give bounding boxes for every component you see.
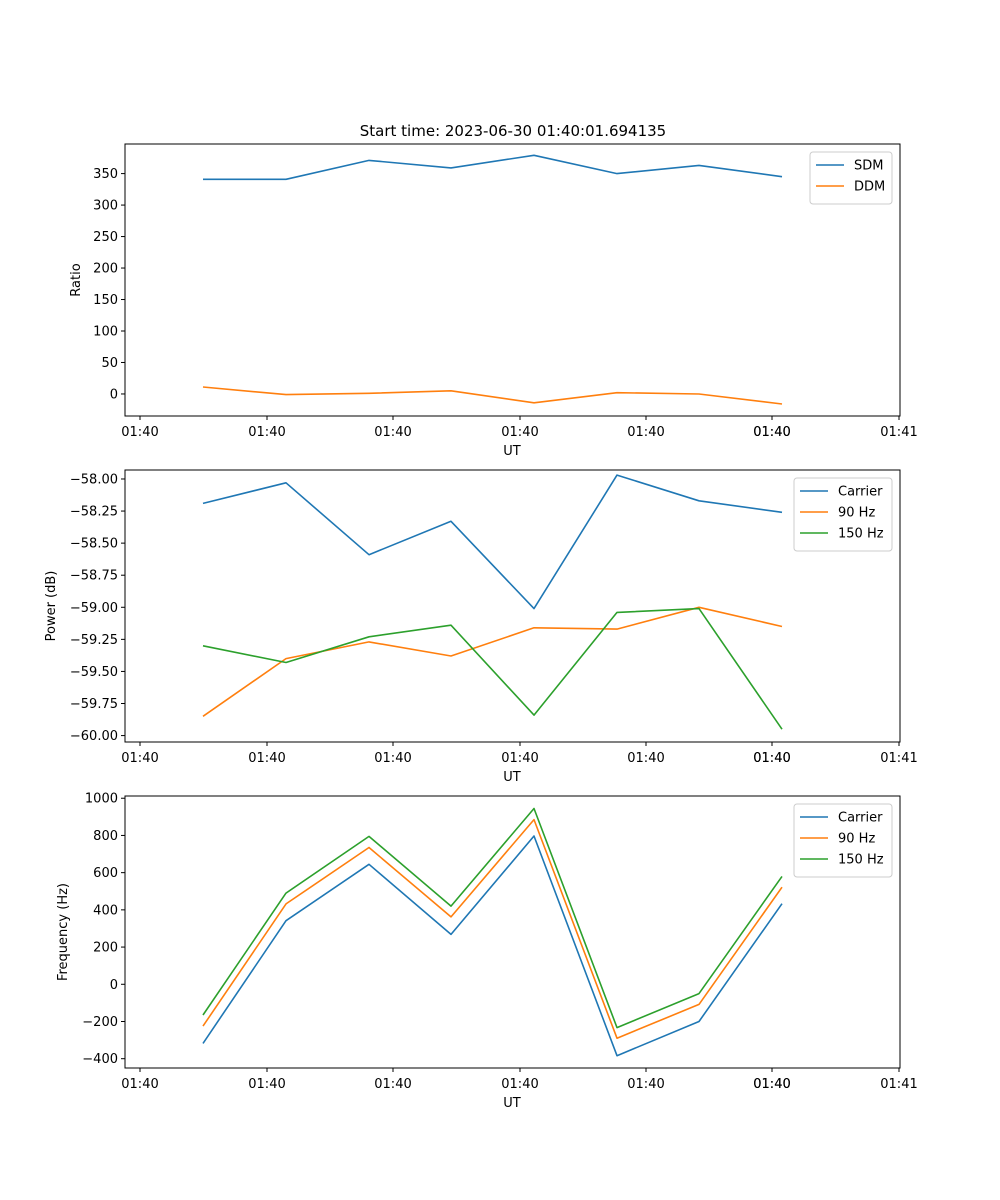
x-tick-label: 01:40 (248, 1077, 285, 1092)
x-tick-label: 01:40 (248, 751, 285, 766)
y-tick-label: 200 (93, 262, 118, 277)
x-tick-label: 01:40 (627, 425, 664, 440)
x-tick-label: 01:40 (753, 425, 790, 440)
legend-label: 90 Hz (838, 832, 875, 847)
x-tick-label: 01:40 (374, 751, 411, 766)
y-tick-label: 600 (93, 866, 118, 881)
y-tick-label: −400 (82, 1052, 118, 1067)
legend-label: 150 Hz (838, 853, 884, 868)
x-tick-label: 01:40 (501, 425, 538, 440)
x-tick-label: 01:40 (753, 751, 790, 766)
y-tick-label: −60.00 (70, 729, 118, 744)
legend-label: 90 Hz (838, 506, 875, 521)
x-tick-label: 01:40 (753, 425, 790, 440)
y-tick-label: −58.50 (70, 537, 118, 552)
x-tick-label: 01:40 (121, 425, 158, 440)
x-tick-label: 01:40 (501, 751, 538, 766)
x-tick-label: 01:40 (121, 1077, 158, 1092)
series-line-90-hz (202, 818, 783, 1039)
y-axis-label: Frequency (Hz) (56, 883, 71, 981)
plot-frame (124, 795, 901, 1069)
x-tick-label: 01:40 (627, 751, 664, 766)
y-tick-label: 800 (93, 829, 118, 844)
y-tick-label: 100 (93, 325, 118, 340)
y-tick-label: −58.75 (70, 569, 118, 584)
legend: SDM DDM (809, 151, 893, 205)
series-line-150-hz (202, 607, 783, 730)
x-tick-label: 01:40 (753, 751, 790, 766)
plot-frame (124, 469, 901, 743)
y-tick-label: 150 (93, 293, 118, 308)
panels: 01:40 01:40 01:40 01:40 01:40 01:40 01:40 01:41… (44, 143, 918, 1111)
y-tick-label: −200 (82, 1015, 118, 1030)
legend: Carrier 90 Hz 150 Hz (793, 477, 893, 552)
y-tick-label: −58.25 (70, 505, 118, 520)
legend-label: 150 Hz (838, 527, 884, 542)
legend-label: Carrier (838, 811, 883, 826)
y-tick-label: 350 (93, 167, 118, 182)
series-line-150-hz (202, 807, 783, 1029)
x-axis-label: UT (503, 444, 521, 459)
x-tick-label: 01:40 (374, 425, 411, 440)
series-line-sdm (203, 154, 783, 181)
x-tick-label: 01:40 (753, 1077, 790, 1092)
y-tick-label: 200 (93, 941, 118, 956)
y-axis-label: Power (dB) (44, 571, 59, 642)
y-tick-label: 0 (110, 978, 118, 993)
y-tick-label: 250 (93, 230, 118, 245)
y-tick-label: −59.00 (70, 601, 118, 616)
x-tick-label: 01:40 (501, 1077, 538, 1092)
y-tick-label: −59.75 (70, 697, 118, 712)
y-tick-label: −59.50 (70, 665, 118, 680)
series-line-carrier (202, 474, 783, 610)
legend-label: Carrier (838, 485, 883, 500)
y-tick-label: 300 (93, 199, 118, 214)
y-tick-label: 0 (110, 387, 118, 402)
legend-label: DDM (854, 180, 885, 195)
x-tick-label: 01:40 (374, 1077, 411, 1092)
x-tick-label: 01:40 (627, 1077, 664, 1092)
x-axis-label: UT (503, 770, 521, 785)
series-line-ddm (202, 386, 783, 405)
x-tick-label: 01:41 (880, 425, 917, 440)
y-tick-label: 1000 (85, 792, 118, 807)
x-tick-label: 01:41 (880, 1077, 917, 1092)
legend-label: SDM (854, 159, 883, 174)
series-line-carrier (202, 835, 783, 1057)
y-tick-label: 400 (93, 903, 118, 918)
y-axis-label: Ratio (69, 263, 84, 296)
y-tick-label: −58.00 (70, 472, 118, 487)
series-line-90-hz (202, 606, 783, 717)
x-tick-label: 01:40 (248, 425, 285, 440)
legend: Carrier 90 Hz 150 Hz (793, 803, 893, 878)
figure-title: Start time: 2023-06-30 01:40:01.694135 (360, 122, 666, 140)
x-tick-label: 01:40 (121, 751, 158, 766)
x-tick-label: 01:40 (753, 1077, 790, 1092)
y-tick-label: −59.25 (70, 633, 118, 648)
x-axis-label: UT (503, 1096, 521, 1111)
x-tick-label: 01:41 (880, 751, 917, 766)
plot-frame (124, 143, 901, 417)
y-tick-label: 50 (101, 356, 118, 371)
